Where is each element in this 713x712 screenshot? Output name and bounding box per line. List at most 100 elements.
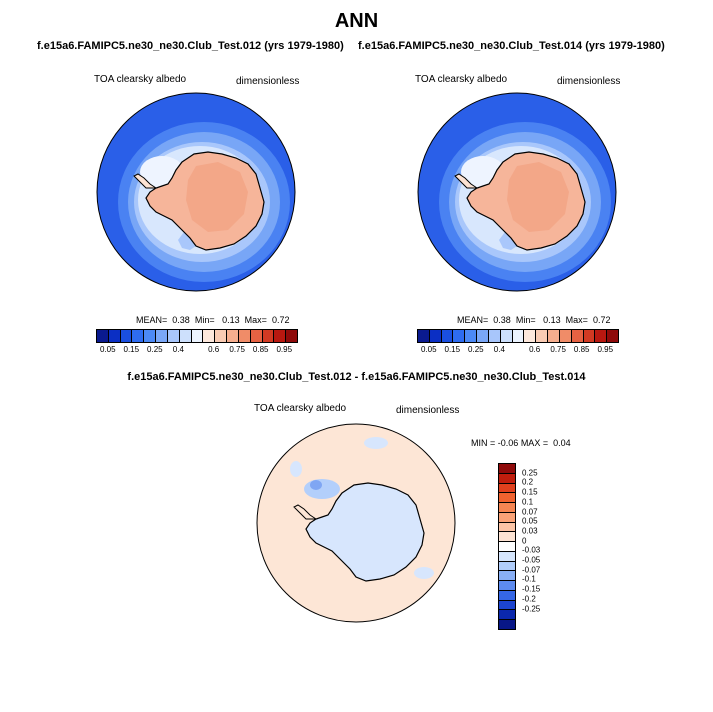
- panel1-colorbar-swatch: [132, 330, 145, 342]
- panel1-colorbar-swatch: [156, 330, 168, 342]
- panel1-colorbar-tick-label: 0.75: [229, 345, 245, 354]
- diff-colorbar: [498, 463, 516, 630]
- panel2-peninsula-coast: [454, 173, 479, 189]
- panel2-colorbar: [417, 329, 619, 343]
- diff-stats: MIN = -0.06 MAX = 0.04: [471, 438, 571, 448]
- panel1-max-label: Max=: [244, 315, 267, 325]
- panel1-stats: MEAN= 0.38 Min= 0.13 Max= 0.72: [136, 315, 289, 325]
- diff-colorbar-tick-label: 0.2: [522, 477, 534, 487]
- panel2-colorbar-swatch: [488, 330, 501, 342]
- panel2-mean-label: MEAN=: [457, 315, 489, 325]
- diff-colorbar-tick-label: 0.05: [522, 516, 538, 526]
- panel1-min-label: Min=: [194, 315, 215, 325]
- panel1-colorbar-swatch: [203, 330, 216, 342]
- diff-units-label: dimensionless: [396, 405, 460, 416]
- diff-colorbar-swatch: [499, 532, 515, 543]
- diff-colorbar-swatch: [499, 464, 515, 474]
- diff-colorbar-tick-label: 0.25: [522, 468, 538, 478]
- panel1-colorbar-tick-label: 0.4: [172, 345, 184, 354]
- panel2-colorbar-tick-label: 0.25: [468, 345, 484, 354]
- panel1-map-border: [96, 92, 296, 292]
- panel2-mean-value: 0.38: [493, 315, 511, 325]
- panel2-colorbar-swatch: [500, 330, 513, 342]
- diff-colorbar-tick-label: -0.2: [522, 594, 536, 604]
- panel2-colorbar-swatch: [441, 330, 454, 342]
- diff-colorbar-swatch: [499, 571, 515, 582]
- panel1-field: [97, 93, 295, 291]
- panel2-colorbar-swatch: [418, 330, 430, 342]
- diff-colorbar-swatch: [499, 493, 515, 504]
- panel2-colorbar-tick-label: 0.75: [550, 345, 566, 354]
- diff-colorbar-swatch: [499, 610, 515, 621]
- diff-colorbar-swatch: [499, 473, 515, 484]
- diff-colorbar-tick-label: 0.07: [522, 507, 538, 517]
- diff-min-label: MIN =: [471, 438, 496, 448]
- panel1-colorbar-tick-label: 0.85: [252, 345, 269, 354]
- panel1-mean-label: MEAN=: [136, 315, 168, 325]
- diff-colorbar-tick-label: 0: [522, 536, 527, 546]
- diff-variable-label: TOA clearsky albedo: [254, 403, 347, 414]
- diff-colorbar-tick-label: -0.03: [522, 545, 541, 555]
- panel1-peninsula-coast: [133, 173, 158, 189]
- diff-colorbar-swatch: [499, 590, 515, 601]
- panel2-colorbar-swatch: [512, 330, 525, 342]
- panel2-colorbar-tick-label: 0.4: [493, 345, 505, 354]
- panel1-map: [96, 92, 296, 292]
- panel2-colorbar-swatch: [607, 330, 619, 342]
- diff-colorbar-swatch: [499, 600, 515, 611]
- diff-colorbar-swatch: [499, 551, 515, 562]
- figure-title: ANN: [334, 10, 379, 32]
- diff-patch-4: [414, 567, 434, 579]
- panel2-colorbar-swatch: [524, 330, 537, 342]
- diff-colorbar-swatch: [499, 512, 515, 523]
- panel1-colorbar-swatch: [286, 330, 298, 342]
- panel2-colorbar-swatch: [429, 330, 442, 342]
- panel2-colorbar-tick-label: 0.95: [597, 345, 614, 354]
- diff-colorbar-tick-label: 0.03: [522, 526, 538, 536]
- panel2-max-value: 0.72: [592, 315, 611, 325]
- panel2-title: f.e15a6.FAMIPC5.ne30_ne30.Club_Test.014 …: [358, 40, 665, 52]
- diff-colorbar-swatch: [499, 522, 515, 533]
- panel2-plateau: [507, 162, 569, 232]
- diff-colorbar-tick-label: -0.15: [522, 584, 541, 594]
- panel1-colorbar-swatch: [191, 330, 204, 342]
- panel1-colorbar-swatch: [274, 330, 287, 342]
- panel2-map: [417, 92, 617, 292]
- panel2-min-value: 0.13: [543, 315, 561, 325]
- diff-colorbar-swatch: [499, 561, 515, 572]
- panel1-colorbar-swatch: [215, 330, 228, 342]
- panel1-colorbar-swatch: [179, 330, 192, 342]
- panel2-colorbar-tick-label: 0.15: [444, 345, 461, 354]
- panel2-colorbar-swatch: [453, 330, 466, 342]
- panel1-variable-label: TOA clearsky albedo: [94, 74, 187, 85]
- panel1-title: f.e15a6.FAMIPC5.ne30_ne30.Club_Test.012 …: [37, 40, 344, 52]
- diff-colorbar-tick-label: -0.07: [522, 565, 541, 575]
- panel2-colorbar-swatch: [583, 330, 596, 342]
- panel1-ross-shelf: [178, 232, 196, 250]
- diff-map: [256, 423, 456, 623]
- diff-colorbar-tick-label: 0.15: [522, 487, 538, 497]
- diff-colorbar-swatch: [499, 620, 515, 630]
- diff-patch-1: [304, 479, 340, 499]
- panel2-max-label: Max=: [565, 315, 588, 325]
- panel2-colorbar-swatch: [559, 330, 572, 342]
- panel1-colorbar-tick-label: 0.95: [276, 345, 293, 354]
- diff-colorbar-swatch: [499, 542, 515, 552]
- panel1-colorbar-swatch: [120, 330, 133, 342]
- diff-ice-sheet: [306, 483, 424, 581]
- panel2-colorbar-swatch: [548, 330, 560, 342]
- panel1-units-label: dimensionless: [236, 76, 300, 87]
- panel2-map-border: [417, 92, 617, 292]
- panel1-colorbar-swatch: [238, 330, 251, 342]
- diff-colorbar-tick-label: -0.25: [522, 604, 541, 614]
- diff-title: f.e15a6.FAMIPC5.ne30_ne30.Club_Test.012 …: [127, 371, 586, 383]
- diff-min-value: -0.06: [497, 438, 519, 448]
- diff-patch-2: [310, 480, 322, 490]
- panel1-colorbar-tick-label: 0.6: [208, 345, 220, 354]
- panel1-colorbar-tick-label: 0.25: [147, 345, 163, 354]
- panel2-min-label: Min=: [515, 315, 536, 325]
- diff-colorbar-swatch: [499, 483, 515, 494]
- panel2-field: [418, 93, 616, 291]
- diff-peninsula-coast: [293, 504, 318, 520]
- panel1-max-value: 0.72: [271, 315, 290, 325]
